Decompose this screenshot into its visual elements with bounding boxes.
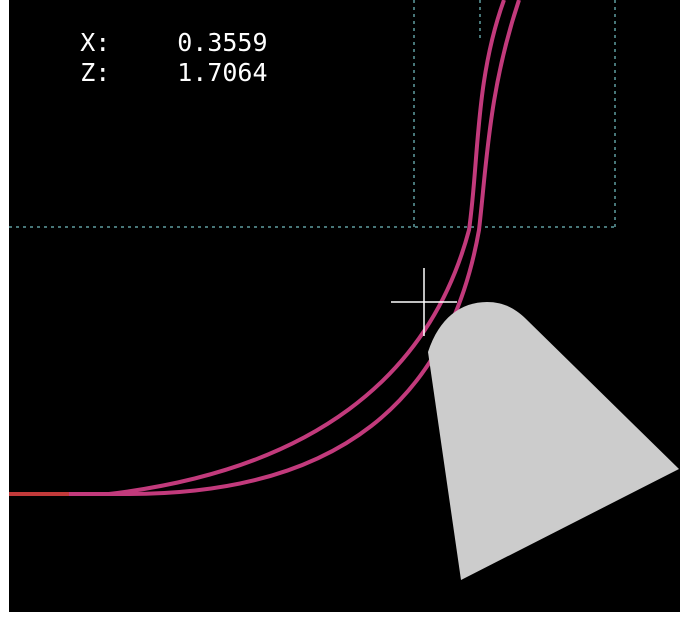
toolpath-inner: [108, 0, 506, 496]
readout-x-value: 0.3559: [177, 28, 268, 57]
preview-viewport[interactable]: X: 0.3559 Z: 1.7064: [9, 0, 680, 612]
readout-z-row: Z: 1.7064: [20, 35, 268, 110]
toolpath-outer: [69, 0, 521, 496]
readout-x-label: X:: [80, 28, 111, 57]
toolpath-canvas: [9, 0, 679, 580]
readout-z-value: 1.7064: [177, 58, 268, 87]
readout-z-label: Z:: [80, 58, 111, 87]
lathe-tool-insert-icon: [428, 302, 679, 580]
readout-x-row: X: 0.3559: [20, 5, 268, 80]
cursor-crosshair-icon: [391, 268, 457, 336]
